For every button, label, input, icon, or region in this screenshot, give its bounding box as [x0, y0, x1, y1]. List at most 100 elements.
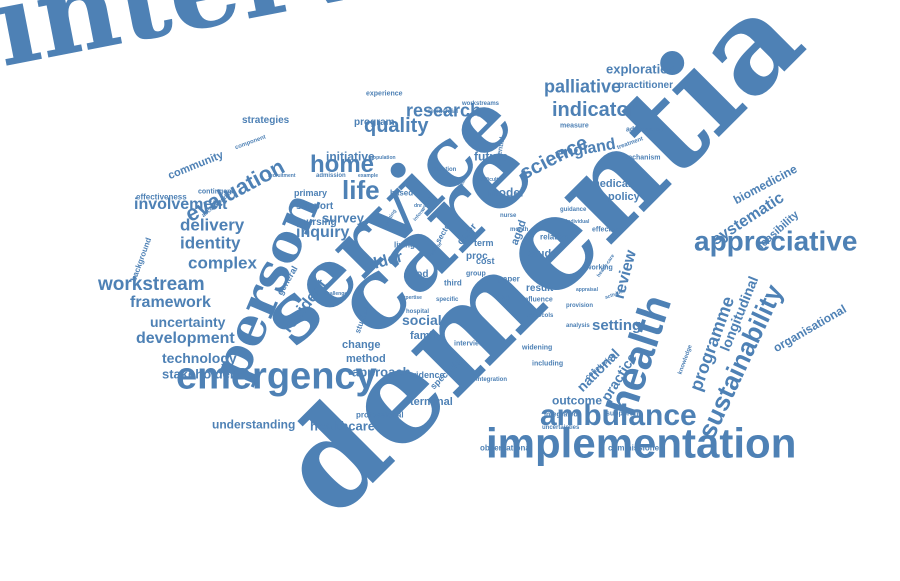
word-appraisal: appraisal — [576, 287, 598, 293]
word-influence: influence — [522, 296, 553, 304]
word-protocols: protocols — [526, 313, 554, 320]
word-program: program — [354, 117, 395, 128]
word-uncertainty: uncertainty — [150, 313, 226, 330]
word-addressing: addressing — [626, 126, 664, 134]
word-interview: interview — [454, 340, 485, 348]
word-complex: complex — [188, 253, 257, 273]
word-professional: professional — [356, 410, 404, 420]
word-outcome: outcome — [552, 393, 603, 408]
word-change: change — [342, 339, 381, 352]
word-valuation: valuation — [430, 167, 457, 174]
word-supporting: supporting — [606, 410, 643, 418]
word-effective: effective — [592, 226, 621, 234]
word-term: term — [474, 237, 494, 248]
word-workstreams: workstreams — [462, 101, 500, 108]
word-population: population — [370, 155, 396, 161]
word-healthcare: healthcare — [310, 418, 376, 434]
word-development: development — [136, 330, 235, 348]
word-evidence: evidence — [406, 369, 445, 380]
word-support: support — [296, 201, 334, 212]
word-approach: approach — [352, 364, 411, 380]
word-cost: cost — [476, 255, 495, 266]
word-proc: proc — [466, 251, 488, 262]
word-third: third — [444, 278, 462, 288]
word-group: group — [466, 270, 486, 278]
word-specific: specific — [436, 297, 459, 304]
word-primary: primary — [294, 187, 328, 198]
word-framework: framework — [130, 294, 211, 312]
word-initiative: initiative — [326, 149, 375, 164]
word-dnr: dnr — [414, 203, 423, 209]
word-working: working — [586, 264, 613, 272]
word-workstream: workstream — [98, 273, 205, 295]
word-practitioner: practitioner — [618, 80, 674, 91]
word-setting: setting — [592, 317, 642, 334]
word-quality: quality — [364, 115, 429, 137]
word-indicator: indicator — [552, 99, 637, 121]
word-emergency: emergency — [176, 355, 377, 398]
word-model: model — [488, 185, 524, 200]
word-appreciative: appreciative — [694, 225, 858, 257]
word-home: home — [310, 150, 375, 178]
word-admission: admission — [316, 173, 346, 180]
word-month: month — [510, 227, 529, 234]
word-commissioner: commissioner — [608, 443, 663, 453]
word-data: data — [496, 294, 511, 302]
word-challenge: challenge — [324, 291, 348, 297]
word-palliative: palliative — [544, 76, 622, 97]
word-policy: policy — [608, 191, 640, 204]
word-method: method — [346, 353, 386, 366]
word-organisational: organisational — [770, 301, 849, 355]
word-inquiry: inquiry — [296, 224, 350, 242]
word-individual: individual — [566, 219, 590, 225]
word-paper: paper — [498, 274, 520, 284]
word-living: living — [394, 240, 415, 250]
word-component: component — [234, 134, 267, 152]
word-based: based — [390, 188, 414, 198]
word-recruitment: recruitment — [268, 173, 296, 179]
word-expertise: expertise — [400, 295, 422, 301]
word-family: family — [410, 330, 442, 343]
word-involvement: involvement — [134, 196, 228, 214]
word-experience: experience — [366, 90, 403, 98]
word-research: research — [406, 100, 482, 121]
word-difficult: difficult — [480, 177, 499, 183]
word-ambulance: ambulance — [540, 399, 697, 432]
word-mechanism: mechanism — [622, 154, 661, 162]
word-study: study — [528, 248, 558, 261]
word-delivery: delivery — [180, 215, 245, 235]
word-widening: widening — [522, 344, 553, 352]
word-integration: integration — [476, 377, 507, 384]
word-guidance: guidance — [560, 207, 587, 214]
word-hospital: hospital — [406, 309, 430, 316]
word-relative: relative — [540, 232, 569, 242]
word-terminal: terminal — [410, 396, 453, 409]
word-social: social — [402, 311, 442, 328]
word-strategies: strategies — [242, 115, 290, 126]
word-technology: technology — [162, 349, 237, 366]
word-survey: survey — [322, 210, 364, 226]
word-residential: residential — [428, 109, 459, 116]
word-nursing: nursing — [300, 217, 337, 228]
word-uncertainties: uncertainties — [542, 425, 580, 432]
word-observational: observational — [480, 443, 533, 453]
word-including: including — [532, 360, 564, 368]
word-medical: medical — [590, 178, 631, 191]
word-stakeholder: stakeholder — [162, 366, 235, 382]
word-life: life — [342, 175, 380, 206]
word-result: result — [526, 283, 554, 294]
word-identity: identity — [180, 233, 241, 253]
word-understanding: understanding — [212, 417, 296, 432]
word-contingent: contingent — [198, 188, 234, 196]
word-nurse: nurse — [500, 213, 517, 220]
word-example: example — [358, 173, 379, 179]
word-community: community — [166, 148, 226, 183]
word-analysis: analysis — [566, 323, 590, 330]
word-effectiveness: effectiveness — [136, 192, 187, 202]
word-integrated: integrated — [544, 411, 578, 419]
word-good: good — [404, 269, 429, 280]
word-provision: provision — [566, 303, 594, 310]
word-exploration: exploration — [606, 61, 677, 77]
word-implementation: implementation — [486, 419, 797, 467]
